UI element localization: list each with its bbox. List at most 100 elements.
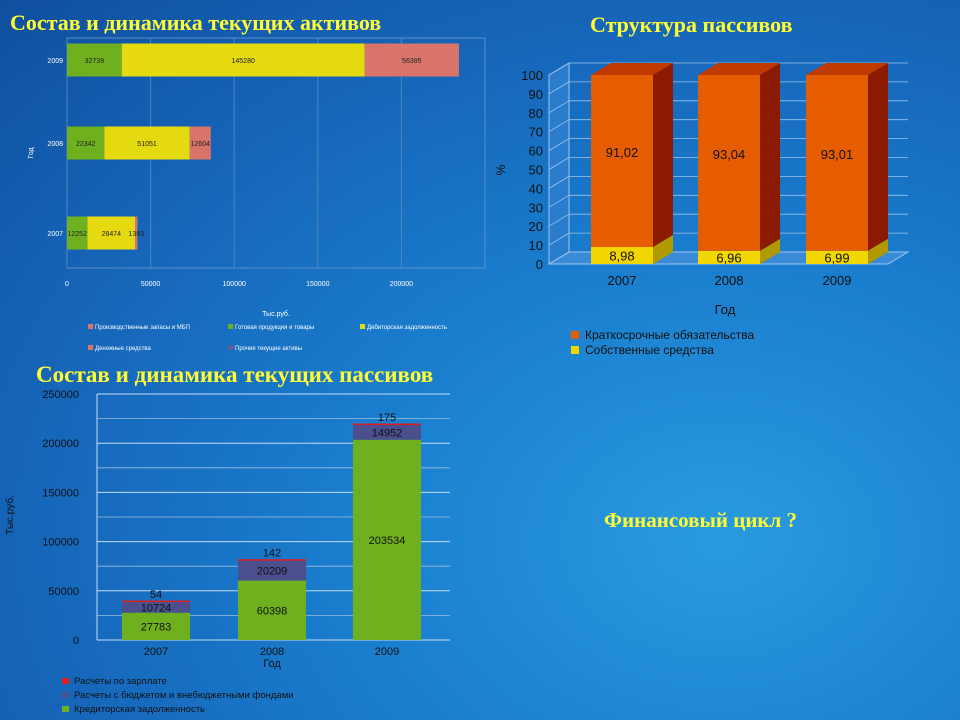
bar-value-label: 22342 xyxy=(76,141,96,148)
legend-label: Краткосрочные обязательства xyxy=(585,328,755,342)
legend-label: Дебиторская задолженность xyxy=(367,325,447,331)
bar-value-label: 27783 xyxy=(141,621,172,633)
legend-label: Готовая продукция и товары xyxy=(235,325,314,331)
y-gridline xyxy=(548,194,570,208)
legend-label: Кредиторская задолженность xyxy=(74,704,205,715)
y-gridline xyxy=(548,157,570,170)
legend-swatch xyxy=(228,324,233,329)
y-tick-label: 50000 xyxy=(48,586,79,598)
bar-segment xyxy=(806,250,868,264)
legend-swatch xyxy=(360,324,365,329)
legend-label: Расчеты по зарплате xyxy=(74,676,167,687)
bar-segment xyxy=(353,439,421,640)
bar-value-label: 1393 xyxy=(128,231,144,238)
y-tick-label: 40 xyxy=(529,181,543,196)
x-tick-label: 200000 xyxy=(390,281,413,288)
bar-segment xyxy=(122,600,190,603)
y-tick-label: 50 xyxy=(529,163,543,178)
bar-segment xyxy=(67,126,105,160)
bar-value-label: 6,99 xyxy=(824,250,849,265)
legend-swatch xyxy=(571,346,579,354)
bar-segment xyxy=(698,75,760,251)
bar-side xyxy=(868,238,888,264)
bar-segment xyxy=(67,43,122,77)
y-tick-label: 200000 xyxy=(42,438,79,450)
bar-segment xyxy=(67,216,88,250)
bar-value-label: 8,98 xyxy=(609,249,634,264)
bar-value-label: 142 xyxy=(263,548,281,560)
bar-segment xyxy=(353,423,421,426)
bar-top xyxy=(698,63,780,75)
x-tick-label: 2007 xyxy=(144,646,168,658)
y-tick-label: 30 xyxy=(529,200,543,215)
legend-label: Производственные запасы и МБП xyxy=(95,325,190,331)
y-tick-label: 90 xyxy=(529,87,543,102)
legend-swatch xyxy=(62,692,69,698)
x-tick-label: 150000 xyxy=(306,281,329,288)
x-tick-label: 2009 xyxy=(375,646,399,658)
bar-side xyxy=(653,63,673,248)
x-tick-label: 2008 xyxy=(260,646,284,658)
bar-top xyxy=(806,63,888,75)
bar-value-label: 12604 xyxy=(191,141,211,148)
legend-label: Денежные средства xyxy=(95,346,152,352)
y-gridline xyxy=(548,119,570,133)
bar-value-label: 93,04 xyxy=(713,147,746,162)
x-tick-label: 100000 xyxy=(223,281,246,288)
bar-value-label: 145280 xyxy=(232,58,255,65)
x-tick-label: 2007 xyxy=(608,273,637,288)
bar-segment xyxy=(238,580,306,640)
y-gridline xyxy=(548,62,570,76)
bar-segment xyxy=(121,43,365,77)
bar-value-label: 93,01 xyxy=(821,147,854,162)
y-tick-label: 2008 xyxy=(47,141,63,148)
bar-segment xyxy=(806,75,868,251)
y-axis-label: Тыс.руб. xyxy=(4,495,16,535)
y-gridline xyxy=(548,213,570,227)
y-tick-label: 150000 xyxy=(42,487,79,499)
y-gridline xyxy=(548,81,570,95)
bar-side xyxy=(868,63,888,251)
bar-segment xyxy=(87,216,136,250)
bar-value-label: 12252 xyxy=(68,231,88,238)
y-tick-label: 60 xyxy=(529,144,543,159)
legend-label: Собственные средства xyxy=(585,343,714,357)
bar-segment xyxy=(104,126,190,160)
x-axis-label: Год xyxy=(263,658,281,670)
bar-value-label: 60398 xyxy=(257,605,288,617)
y-tick-label: 0 xyxy=(73,635,79,647)
legend-swatch xyxy=(88,324,93,329)
bar-side xyxy=(653,235,673,264)
financial-cycle-text: Финансовый цикл ? xyxy=(604,508,798,532)
bar-segment xyxy=(591,75,653,248)
assets-title: Состав и динамика текущих активов xyxy=(10,10,382,35)
bar-value-label: 54 xyxy=(150,589,162,601)
x-tick-label: 2009 xyxy=(823,273,852,288)
legend-label: Расчеты с бюджетом и внебюджетными фонда… xyxy=(74,690,294,701)
x-axis-label: Год xyxy=(715,302,736,317)
bar-segment xyxy=(238,559,306,561)
legend-swatch xyxy=(228,345,233,350)
x-tick-label: 2008 xyxy=(715,273,744,288)
bar-value-label: 51051 xyxy=(137,141,157,148)
bar-segment xyxy=(364,43,459,77)
y-tick-label: 2009 xyxy=(47,58,63,65)
y-tick-label: 70 xyxy=(529,125,543,140)
bar-top xyxy=(591,63,673,75)
bar-value-label: 14952 xyxy=(372,427,403,439)
bar-segment xyxy=(189,126,211,160)
liabilities-dynamics-title: Состав и динамика текущих пассивов xyxy=(36,362,434,387)
bar-value-label: 56395 xyxy=(402,58,422,65)
y-gridline xyxy=(548,176,570,189)
y-gridline xyxy=(548,251,570,265)
liabilities-structure-title: Структура пассивов xyxy=(590,12,793,37)
bar-value-label: 20209 xyxy=(257,566,288,578)
bar-value-label: 91,02 xyxy=(606,145,639,160)
y-tick-label: 0 xyxy=(536,257,543,272)
bar-segment xyxy=(122,612,190,640)
bar-value-label: 6,96 xyxy=(716,250,741,265)
y-gridline xyxy=(548,232,570,246)
